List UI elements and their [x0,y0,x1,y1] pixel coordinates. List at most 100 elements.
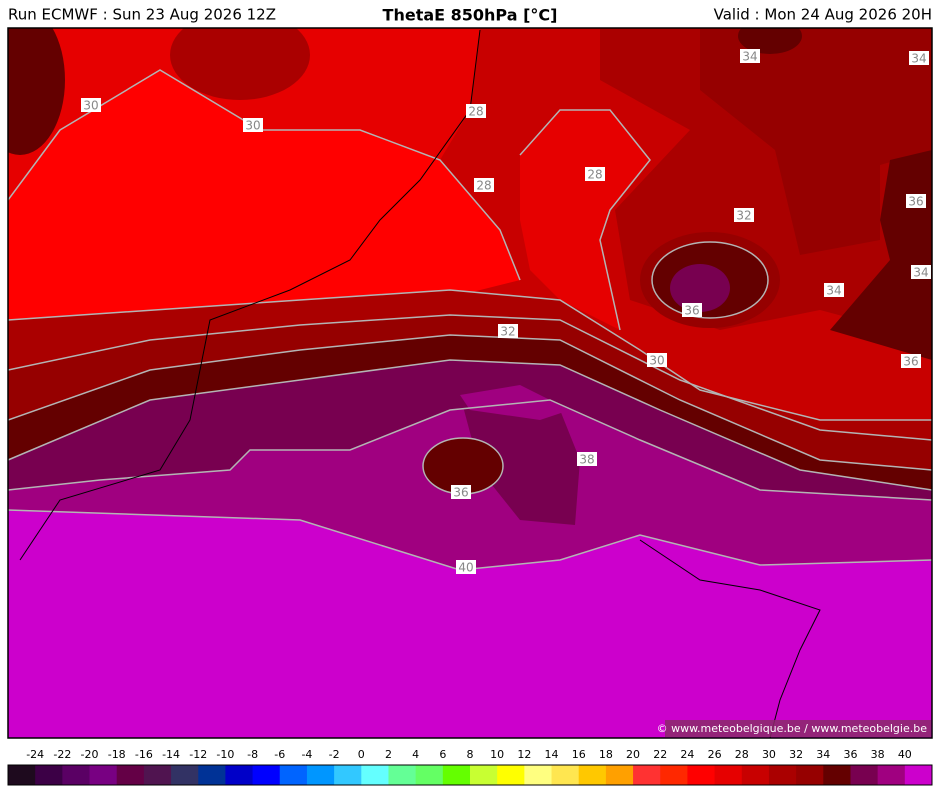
colorbar-swatch [171,765,199,785]
colorbar-label: 6 [439,748,446,761]
contour-label: 28 [476,179,491,193]
contour-label-box [911,265,931,279]
colorbar-label: 4 [412,748,419,761]
contour-label-box [734,208,754,222]
colorbar-label: -18 [108,748,126,761]
credit: © www.meteobelgique.be / www.meteobelgie… [657,722,928,735]
colorbar-label: 32 [789,748,803,761]
map [8,28,932,738]
colorbar-label: 18 [599,748,613,761]
colorbar-swatch [306,765,335,785]
colorbar-label: -20 [81,748,99,761]
colorbar-label: 24 [680,748,694,761]
contour-label-box [456,560,476,574]
contour-label-box [498,324,518,338]
colorbar-label: 10 [490,748,504,761]
map-frame [7,27,933,739]
contour-label-box [682,303,702,317]
colorbar-label: -10 [216,748,234,761]
colorbar-label: -16 [135,748,153,761]
colorbar-swatch [660,765,688,785]
colorbar-label: 22 [653,748,667,761]
contour-label: 30 [649,354,664,368]
colorbar-label: 14 [545,748,559,761]
colorbar-label: 0 [358,748,365,761]
contour-label: 34 [911,52,926,66]
colorbar-swatch [415,765,444,785]
colorbar-swatch [578,765,607,785]
colorbar-swatch [687,765,716,785]
contour-label: 34 [742,50,757,64]
colorbar-swatch [904,765,933,785]
contour-label: 36 [903,355,918,369]
contour-label: 36 [684,304,699,318]
contour-label-box [647,353,667,367]
colorbar-label: 28 [735,748,749,761]
contour-label-box [451,485,471,499]
colorbar-label: -22 [53,748,71,761]
colorbar-label: 2 [385,748,392,761]
colorbar-swatch [35,765,63,785]
colorbar-swatch [796,765,824,785]
colorbar-label: 12 [517,748,531,761]
colorbar-label: -14 [162,748,180,761]
colorbar-swatch [442,765,471,785]
colorbar-label: 8 [467,748,474,761]
colorbar-swatch [143,765,172,785]
colorbar-swatch [279,765,308,785]
contour-label-box [577,452,597,466]
colorbar-swatch [361,765,389,785]
colorbar-swatch [8,765,36,785]
colorbar-swatch [850,765,879,785]
colorbar-swatch [497,765,525,785]
colorbar-label: 36 [843,748,857,761]
colorbar-swatch [62,765,91,785]
colorbar-swatch [633,765,661,785]
colorbar-swatch [334,765,362,785]
colorbar-swatch [252,765,281,785]
contour-label: 28 [468,105,483,119]
colorbar-label: 20 [626,748,640,761]
colorbar-swatch [470,765,498,785]
colorbar-label: -8 [247,748,258,761]
colorbar-swatch [524,765,553,785]
contour-label: 30 [83,99,98,113]
valid-info: Valid : Mon 24 Aug 2026 20H [714,6,932,24]
colorbar-swatch [823,765,851,785]
colorbar-swatch [714,765,743,785]
contour-labels: 30 30 28 28 28 34 34 36 32 34 34 36 32 30 36 38 36 40 [81,49,931,575]
contour-label-box [474,178,494,192]
contour-label: 34 [913,266,928,280]
contour-label-box [901,354,921,368]
contour-label: 32 [736,209,751,223]
contour-label: 38 [579,453,594,467]
contour-label-box [466,104,486,118]
colorbar-label: 30 [762,748,776,761]
contour-label: 40 [458,561,473,575]
contour-label: 34 [826,284,841,298]
contour-label-box [824,283,844,297]
contour-label-box [81,98,101,112]
colorbar-label: -4 [301,748,312,761]
colorbar-label: 34 [816,748,830,761]
title: ThetaE 850hPa [°C] [383,6,558,25]
colorbar-swatch [116,765,145,785]
colorbar-swatch [768,765,797,785]
colorbar-label: -12 [189,748,207,761]
contour-label-box [585,167,605,181]
colorbar-swatch [225,765,254,785]
credit-box [665,720,931,737]
colorbar-swatch [198,765,226,785]
colorbar-swatch [551,765,580,785]
contour-label-box [243,118,263,132]
contour-label-box [906,194,926,208]
colorbar-frame [7,764,933,786]
colorbar-swatch [388,765,417,785]
contour-label-box [909,51,929,65]
run-info: Run ECMWF : Sun 23 Aug 2026 12Z [8,6,276,24]
colorbar-label: -2 [329,748,340,761]
colorbar-label: 26 [708,748,722,761]
contour-label: 36 [908,195,923,209]
colorbar-swatch [741,765,770,785]
